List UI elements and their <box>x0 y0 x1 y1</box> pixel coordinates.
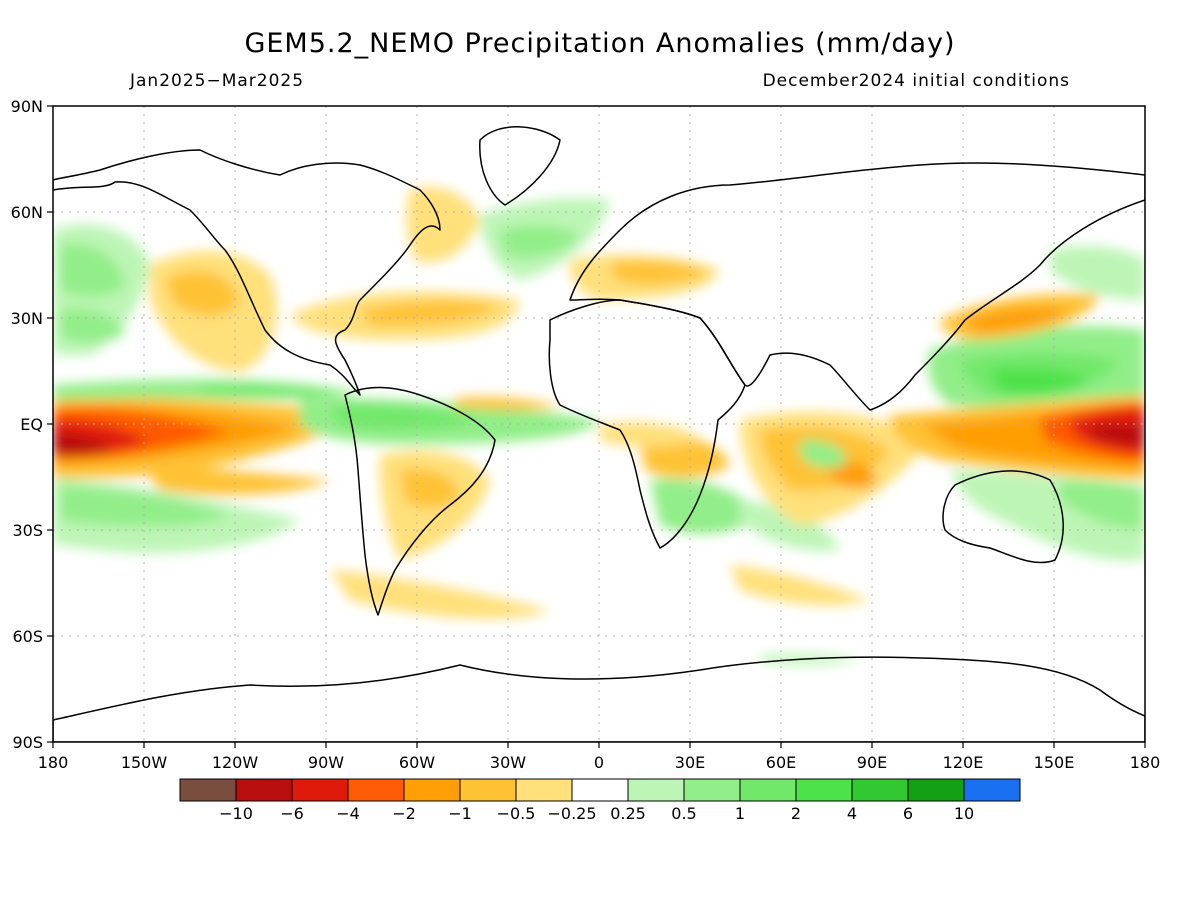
colorbar-boundary-label: −2 <box>392 804 416 823</box>
colorbar-labels: −10 −6 −4 −2 −1 −0.5 −0.25 0.25 0.5 1 2 4 6 10 <box>219 804 974 823</box>
lon-tick-label: 60E <box>766 753 796 772</box>
lon-tick-label: 0 <box>594 753 604 772</box>
anomaly-patch <box>600 422 700 447</box>
lon-tick-label: 90W <box>308 753 344 772</box>
coastline-australia <box>942 470 1064 564</box>
axis-ticks <box>47 105 1146 748</box>
anomaly-patch <box>1060 479 1145 530</box>
forecast-period: Jan2025−Mar2025 <box>130 71 305 91</box>
anomaly-patch <box>650 479 760 534</box>
colorbar-swatch <box>963 778 1021 802</box>
colorbar-boundary-label: 0.25 <box>610 804 646 823</box>
initial-conditions: December2024 initial conditions <box>762 71 1070 91</box>
anomaly-patch <box>165 270 240 316</box>
colorbar-boundary-label: −10 <box>219 804 253 823</box>
anomaly-patch <box>200 383 345 397</box>
coastline-greenland <box>479 126 561 206</box>
anomaly-patch <box>965 307 1070 332</box>
anomaly-patch <box>60 485 230 527</box>
lon-tick-label: 180 <box>38 753 69 772</box>
anomaly-patch <box>500 225 580 258</box>
colorbar-swatch <box>235 778 293 802</box>
anomaly-patch <box>610 260 710 285</box>
longitude-labels: 180 150W 120W 90W 60W 30W 0 30E 60E 90E 120E 150E 18… <box>38 753 1161 772</box>
colorbar-boundary-label: −1 <box>448 804 472 823</box>
anomaly-patch <box>140 462 330 496</box>
lon-tick-label: 120W <box>212 753 259 772</box>
anomaly-patch <box>640 436 730 478</box>
lon-tick-label: 60W <box>399 753 435 772</box>
colorbar-boundary-label: −4 <box>336 804 360 823</box>
colorbar-swatch <box>347 778 405 802</box>
anomaly-patch <box>1050 245 1145 300</box>
coastlines <box>53 126 1145 742</box>
latitude-labels: 90N 60N 30N EQ 30S 60S 90S <box>11 97 43 752</box>
colorbar-swatch <box>179 778 237 802</box>
coastline-north-america <box>53 149 441 396</box>
lon-tick-label: 120E <box>943 753 984 772</box>
lon-tick-label: 90E <box>857 753 887 772</box>
colorbar <box>179 778 1021 802</box>
colorbar-boundary-label: −6 <box>280 804 304 823</box>
anomaly-patch <box>830 459 876 489</box>
colorbar-boundary-label: 1 <box>735 804 745 823</box>
lat-tick-label: 30N <box>11 309 43 328</box>
lat-tick-label: 90S <box>12 733 43 752</box>
lat-tick-label: EQ <box>20 415 43 434</box>
anomaly-patch <box>406 186 480 263</box>
anomaly-patch <box>60 308 125 343</box>
anomaly-patch <box>400 468 460 508</box>
coastline-antarctica <box>53 656 1145 742</box>
colorbar-swatch <box>627 778 685 802</box>
lon-tick-label: 150E <box>1034 753 1075 772</box>
colorbar-swatch <box>459 778 517 802</box>
anomaly-patch <box>740 500 840 551</box>
colorbar-swatch <box>739 778 797 802</box>
anomaly-patch <box>730 565 870 606</box>
lat-tick-label: 30S <box>12 521 43 540</box>
colorbar-boundary-label: −0.25 <box>547 804 596 823</box>
map-title: GEM5.2_NEMO Precipitation Anomalies (mm/… <box>244 28 956 59</box>
anomaly-patch <box>330 570 550 619</box>
colorbar-swatch <box>907 778 965 802</box>
lat-tick-label: 60N <box>11 203 43 222</box>
lon-tick-label: 30W <box>490 753 526 772</box>
colorbar-swatch <box>515 778 573 802</box>
coastline-south-america <box>344 386 496 616</box>
anomaly-patch <box>53 432 115 457</box>
lon-tick-label: 30E <box>675 753 705 772</box>
graticule <box>53 106 1145 742</box>
colorbar-swatch <box>403 778 461 802</box>
lat-tick-label: 60S <box>12 627 43 646</box>
anomaly-field <box>53 186 1145 665</box>
anomaly-patch <box>990 368 1090 395</box>
anomaly-patch <box>360 300 500 326</box>
anomaly-patch <box>330 403 480 430</box>
colorbar-swatch <box>683 778 741 802</box>
colorbar-swatch <box>795 778 853 802</box>
colorbar-boundary-label: 6 <box>903 804 913 823</box>
colorbar-boundary-label: 10 <box>954 804 974 823</box>
lon-tick-label: 180 <box>1130 753 1161 772</box>
colorbar-boundary-label: 4 <box>847 804 857 823</box>
anomaly-patch <box>60 244 125 297</box>
anomaly-patch <box>800 439 846 468</box>
anomaly-patch <box>1090 424 1145 446</box>
colorbar-swatch <box>291 778 349 802</box>
colorbar-boundary-label: −0.5 <box>497 804 536 823</box>
coastline-eurasia-north <box>569 162 1145 411</box>
colorbar-boundary-label: 0.5 <box>671 804 696 823</box>
lat-tick-label: 90N <box>11 97 43 116</box>
colorbar-swatch <box>851 778 909 802</box>
lon-tick-label: 150W <box>121 753 168 772</box>
colorbar-boundary-label: 2 <box>791 804 801 823</box>
colorbar-swatch <box>571 778 629 802</box>
